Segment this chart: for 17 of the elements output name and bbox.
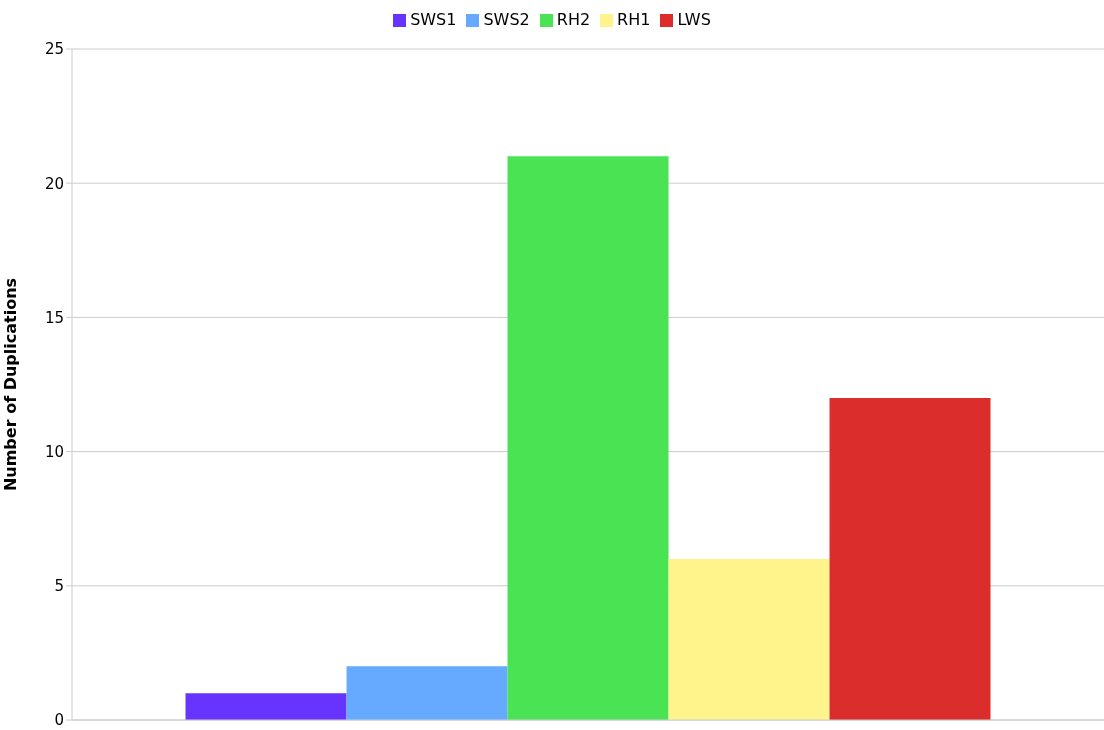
y-tick-label: 15 [44, 308, 64, 327]
legend-label: LWS [677, 10, 711, 29]
y-tick-label: 20 [44, 174, 64, 193]
legend-label: RH1 [617, 10, 651, 29]
legend-label: SWS2 [483, 10, 530, 29]
bar [185, 693, 347, 720]
y-tick-label: 25 [44, 40, 64, 59]
y-axis-title: Number of Duplications [0, 277, 20, 492]
bar [507, 156, 669, 720]
y-tick-label: 10 [44, 442, 64, 461]
y-tick-label: 5 [54, 577, 64, 596]
bar [829, 397, 991, 720]
y-tick-label: 0 [54, 711, 64, 730]
legend-label: SWS1 [410, 10, 457, 29]
bar [346, 666, 508, 720]
bar [668, 558, 830, 720]
legend-label: RH2 [556, 10, 591, 29]
